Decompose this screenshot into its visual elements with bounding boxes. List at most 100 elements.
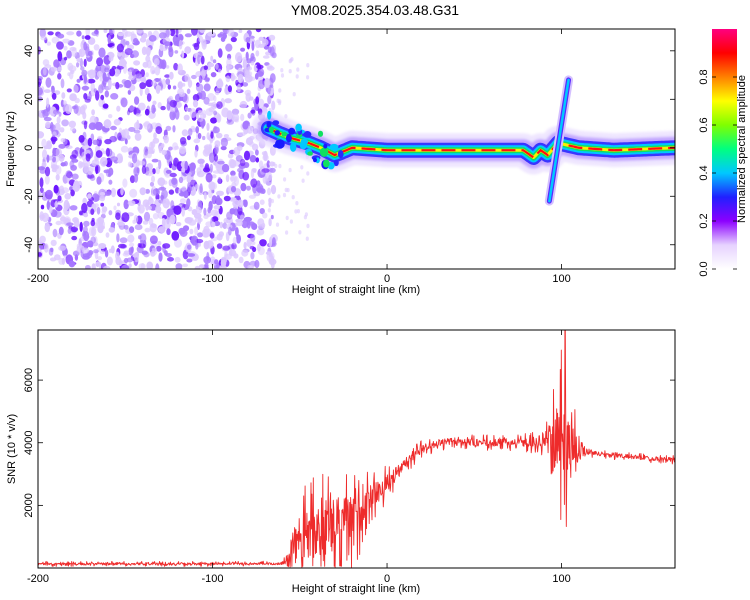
noise-speckle xyxy=(256,71,264,77)
noise-speckle xyxy=(203,167,211,173)
noise-speckle xyxy=(227,85,232,93)
noise-speckle xyxy=(85,265,91,269)
noise-speckle xyxy=(189,108,197,119)
noise-speckle xyxy=(108,79,112,89)
noise-speckle xyxy=(70,126,76,132)
noise-speckle xyxy=(118,243,126,249)
spectrogram-x-ticks: -200 -100 0 100 xyxy=(27,29,571,285)
noise-speckle xyxy=(113,205,117,211)
noise-speckle xyxy=(280,68,284,73)
noise-speckle xyxy=(161,143,165,148)
noise-speckle xyxy=(216,101,223,109)
ridge-blob xyxy=(303,131,312,138)
noise-speckle xyxy=(97,135,103,140)
ridge-blob xyxy=(268,126,274,133)
noise-speckle xyxy=(58,143,66,149)
noise-speckle xyxy=(137,102,146,111)
noise-speckle xyxy=(38,96,43,102)
noise-speckle xyxy=(123,250,130,255)
noise-speckle xyxy=(218,68,222,74)
noise-speckle xyxy=(263,80,271,89)
noise-speckle xyxy=(210,131,214,139)
noise-speckle xyxy=(115,212,121,220)
noise-speckle xyxy=(213,154,218,162)
noise-speckle xyxy=(197,232,204,238)
noise-speckle xyxy=(227,152,234,159)
noise-speckle xyxy=(184,46,192,54)
noise-speckle xyxy=(214,140,221,148)
noise-speckle xyxy=(207,31,216,37)
noise-speckle xyxy=(204,145,210,155)
noise-speckle xyxy=(230,174,237,183)
noise-speckle xyxy=(99,250,106,255)
noise-speckle xyxy=(57,66,62,72)
noise-speckle xyxy=(128,69,132,79)
noise-speckle xyxy=(175,263,183,269)
noise-speckle xyxy=(69,93,77,102)
noise-speckle xyxy=(96,206,101,215)
noise-speckle xyxy=(155,263,160,269)
noise-speckle xyxy=(255,29,262,33)
noise-speckle xyxy=(123,224,129,230)
noise-speckle xyxy=(139,82,147,90)
noise-speckle xyxy=(124,138,128,145)
noise-speckle xyxy=(95,164,101,174)
noise-speckle xyxy=(134,122,140,130)
noise-speckle xyxy=(81,144,89,150)
noise-speckle xyxy=(76,62,80,68)
noise-speckle xyxy=(66,88,72,93)
noise-speckle xyxy=(242,82,249,87)
noise-speckle xyxy=(255,149,259,156)
noise-speckle xyxy=(135,113,142,117)
noise-speckle xyxy=(169,172,177,178)
noise-speckle xyxy=(146,93,152,102)
noise-speckle xyxy=(143,46,152,55)
noise-speckle xyxy=(213,110,218,116)
noise-speckle xyxy=(288,167,292,173)
noise-speckle xyxy=(187,181,191,193)
noise-speckle xyxy=(266,86,272,95)
noise-speckle xyxy=(87,37,96,45)
noise-speckle xyxy=(71,149,79,159)
noise-speckle xyxy=(83,213,89,218)
noise-speckle xyxy=(93,249,99,254)
noise-speckle xyxy=(119,237,128,244)
noise-speckle xyxy=(133,129,141,134)
noise-speckle xyxy=(247,264,254,269)
noise-speckle xyxy=(179,146,187,154)
noise-speckle xyxy=(116,202,121,207)
noise-speckle xyxy=(122,29,128,38)
noise-speckle xyxy=(96,70,103,78)
noise-speckle xyxy=(96,176,102,185)
noise-speckle xyxy=(57,73,62,80)
noise-speckle xyxy=(197,110,204,116)
noise-speckle xyxy=(120,187,124,196)
noise-speckle xyxy=(161,149,167,155)
noise-speckle xyxy=(119,127,122,133)
noise-speckle xyxy=(139,239,144,244)
noise-speckle xyxy=(244,89,252,96)
noise-speckle xyxy=(254,259,260,269)
noise-speckle xyxy=(108,210,113,216)
ridge-blob xyxy=(266,121,272,128)
noise-speckle xyxy=(154,65,161,76)
noise-speckle xyxy=(187,244,192,250)
noise-speckle xyxy=(167,84,171,90)
spectrogram-spike xyxy=(548,78,570,203)
noise-speckle xyxy=(289,219,293,224)
noise-speckle xyxy=(99,195,106,202)
noise-speckle xyxy=(202,135,206,141)
noise-speckle xyxy=(38,131,45,139)
noise-speckle xyxy=(108,55,114,62)
noise-speckle xyxy=(217,33,223,38)
noise-speckle xyxy=(51,85,55,91)
noise-speckle xyxy=(270,255,275,266)
noise-speckle xyxy=(70,164,77,171)
noise-speckle xyxy=(98,47,106,58)
noise-speckle xyxy=(242,57,247,61)
x-tick-label: -200 xyxy=(27,573,49,585)
noise-speckle xyxy=(145,188,151,194)
noise-speckle xyxy=(215,132,223,139)
noise-speckle xyxy=(43,243,49,253)
noise-speckle xyxy=(204,263,209,269)
